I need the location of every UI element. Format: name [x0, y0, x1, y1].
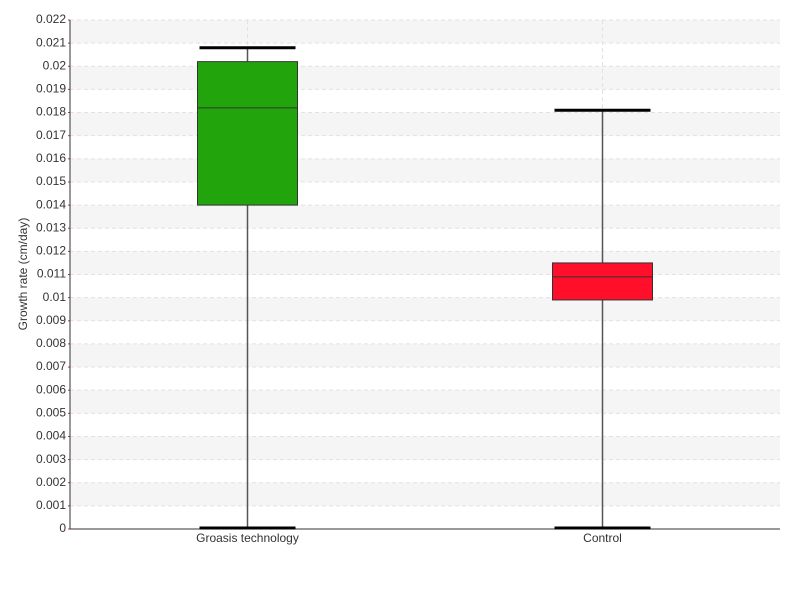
y-tick-label: 0.015: [36, 174, 66, 188]
grid-band: [70, 297, 780, 321]
y-tick-label: 0.002: [36, 475, 66, 489]
y-tick-label: 0.006: [36, 382, 66, 396]
y-tick-label: 0.011: [37, 267, 66, 281]
grid-band: [70, 482, 780, 506]
box: [552, 262, 653, 301]
x-tick-label: Groasis technology: [196, 531, 299, 545]
grid-band: [70, 436, 780, 460]
y-tick-label: 0.016: [36, 151, 66, 165]
y-tick-label: 0.009: [36, 313, 66, 327]
y-axis-label: Growth rate (cm/day): [16, 218, 30, 331]
y-tick-label: 0.02: [43, 58, 67, 72]
grid-band: [70, 205, 780, 229]
y-tick-label: 0.021: [36, 35, 66, 49]
y-tick-label: 0.007: [36, 359, 66, 373]
y-tick-label: 0.014: [36, 197, 66, 211]
y-tick-label: 0.022: [36, 12, 66, 26]
grid-band: [70, 20, 780, 44]
y-tick-label: 0.005: [36, 405, 66, 419]
grid-band: [70, 112, 780, 136]
y-tick-label: 0: [59, 521, 66, 535]
y-tick-label: 0.017: [36, 128, 66, 142]
grid-band: [70, 390, 780, 414]
x-tick-label: Control: [583, 531, 622, 545]
y-tick-label: 0.018: [36, 105, 66, 119]
y-tick-label: 0.01: [43, 290, 67, 304]
y-tick-label: 0.012: [36, 244, 66, 258]
y-tick-label: 0.008: [36, 336, 66, 350]
grid-band: [70, 158, 780, 182]
y-tick-label: 0.004: [36, 429, 66, 443]
box: [197, 61, 298, 206]
y-tick-label: 0.013: [36, 220, 66, 234]
y-tick-label: 0.003: [36, 452, 66, 466]
grid-band: [70, 66, 780, 90]
grid-band: [70, 343, 780, 368]
y-tick-label: 0.019: [36, 82, 66, 96]
grid-band: [70, 251, 780, 275]
y-tick-label: 0.001: [36, 498, 66, 512]
